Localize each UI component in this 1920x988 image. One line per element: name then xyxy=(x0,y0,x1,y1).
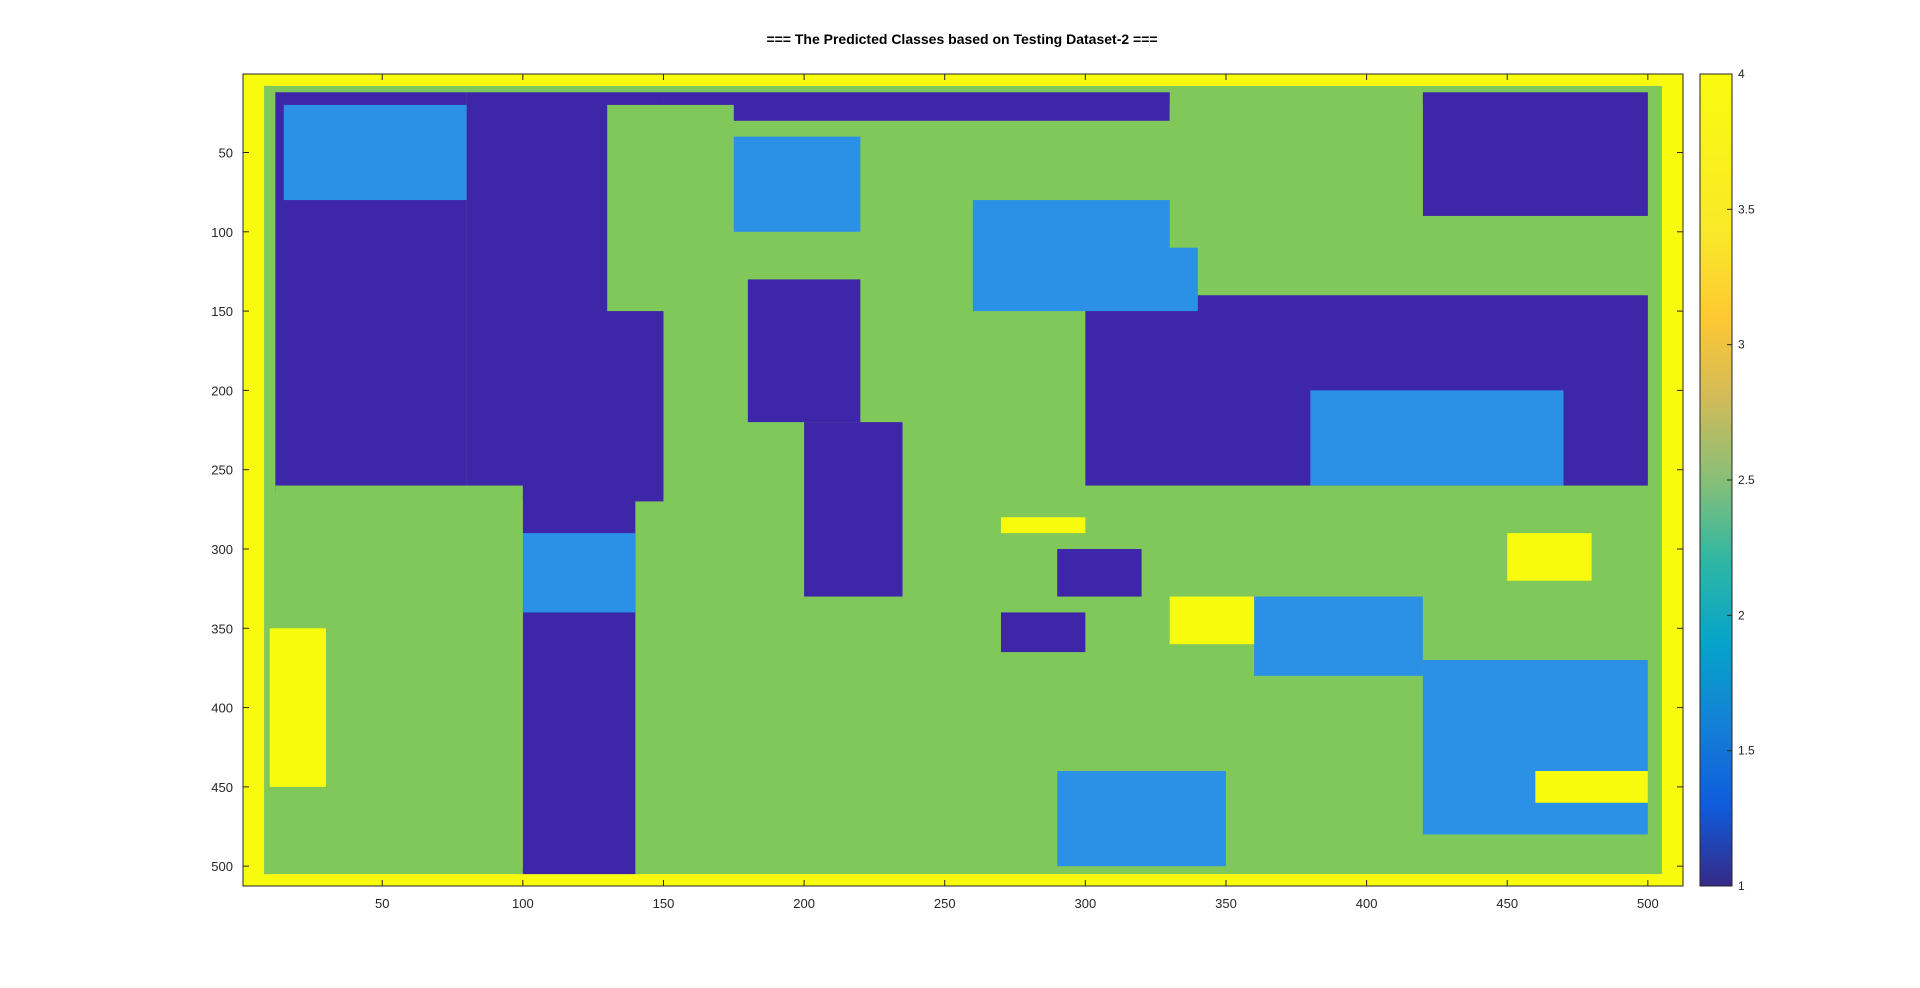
x-tick-label: 350 xyxy=(1215,896,1237,911)
heatmap-region-11 xyxy=(1000,612,1086,653)
heatmap-region-27 xyxy=(1535,771,1648,803)
y-axis: 50 100 150 200 250 300 350 400 450 500 xyxy=(211,146,1683,874)
x-tick-label: 450 xyxy=(1496,896,1518,911)
y-tick-label: 250 xyxy=(211,463,233,478)
heatmap-region-10 xyxy=(1057,548,1142,597)
heatmap-region-20 xyxy=(607,104,734,312)
x-tick-label: 50 xyxy=(375,896,389,911)
y-tick-label: 150 xyxy=(211,304,233,319)
y-tick-label: 200 xyxy=(211,383,233,398)
colorbar-tick-label: 1.5 xyxy=(1738,744,1755,758)
x-tick-label: 500 xyxy=(1637,896,1659,911)
x-tick-label: 100 xyxy=(512,896,534,911)
heatmap-image xyxy=(243,74,1683,886)
colorbar-tick-label: 3 xyxy=(1738,338,1745,352)
colorbar-tick-label: 4 xyxy=(1738,67,1745,81)
colorbar xyxy=(1699,73,1733,887)
y-tick-label: 450 xyxy=(211,780,233,795)
heatmap-region-19 xyxy=(1254,596,1423,676)
colorbar-tick-label: 2 xyxy=(1738,608,1745,622)
y-tick-label: 50 xyxy=(219,146,233,161)
x-axis: 50 100 150 200 250 300 350 400 450 500 xyxy=(375,74,1659,911)
x-tick-label: 250 xyxy=(934,896,956,911)
heatmap-region-15 xyxy=(1310,390,1564,486)
heatmap-region-24 xyxy=(1169,596,1255,645)
heatmap-region-6 xyxy=(747,279,861,423)
y-tick-label: 500 xyxy=(211,859,233,874)
x-tick-label: 300 xyxy=(1074,896,1096,911)
heatmap-region-21 xyxy=(1169,104,1423,248)
plot-axes-box xyxy=(242,73,1684,887)
heatmap-region-7 xyxy=(804,422,903,597)
x-tick-label: 400 xyxy=(1356,896,1378,911)
chart-title: === The Predicted Classes based on Testi… xyxy=(766,31,1157,47)
y-tick-label: 100 xyxy=(211,225,233,240)
x-tick-label: 200 xyxy=(793,896,815,911)
colorbar-axis: 1 1.5 2 2.5 3 3.5 4 xyxy=(1727,67,1755,893)
colorbar-tick-label: 3.5 xyxy=(1738,202,1755,216)
heatmap-region-5 xyxy=(663,92,1170,121)
colorbar-tick-label: 2.5 xyxy=(1738,473,1755,487)
heatmap-region-25 xyxy=(1507,533,1592,581)
y-tick-label: 350 xyxy=(211,621,233,636)
heatmap-region-23 xyxy=(269,628,326,787)
x-tick-label: 150 xyxy=(653,896,675,911)
heatmap-region-12 xyxy=(283,104,467,201)
y-tick-label: 400 xyxy=(211,701,233,716)
colorbar-tick-label: 1 xyxy=(1738,879,1745,893)
heatmap-region-14 xyxy=(972,200,1198,312)
heatmap-region-18 xyxy=(1057,771,1226,867)
heatmap-region-17 xyxy=(1422,660,1648,835)
heatmap-region-26 xyxy=(1000,517,1086,534)
y-tick-label: 300 xyxy=(211,542,233,557)
heatmap-region-9 xyxy=(1422,92,1648,216)
heatmap-region-16 xyxy=(522,533,636,613)
